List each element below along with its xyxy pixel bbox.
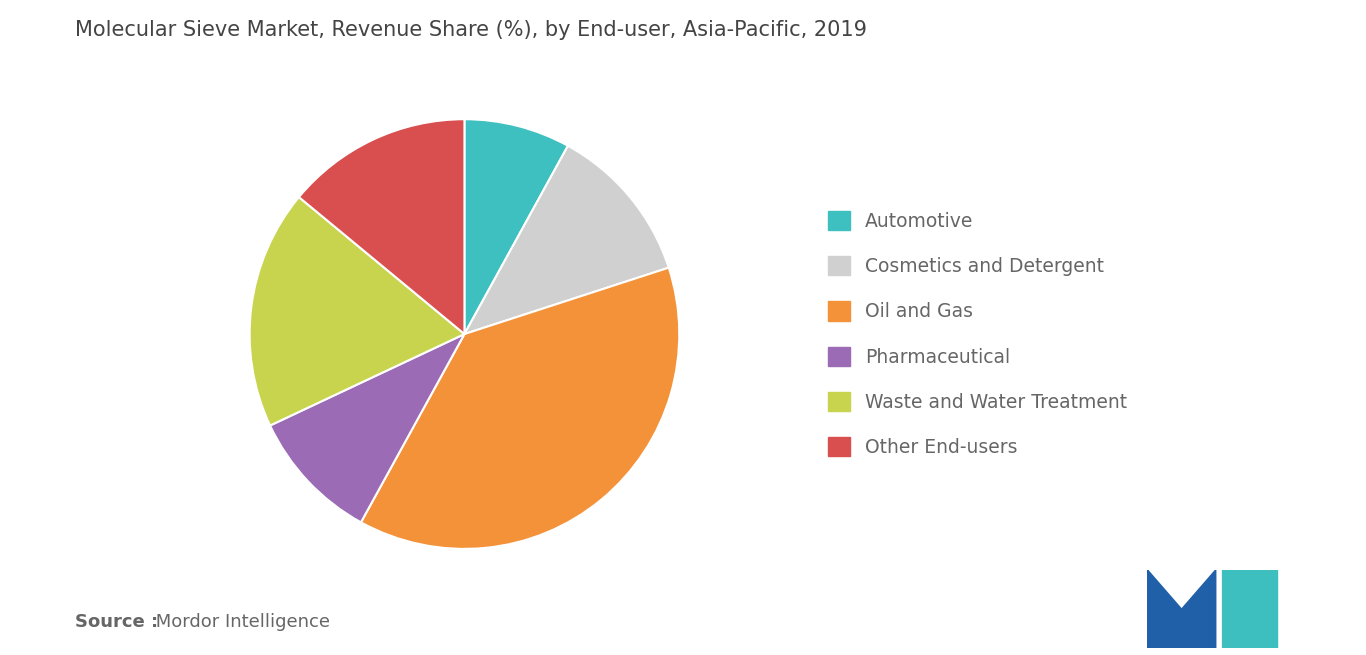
Polygon shape: [1223, 570, 1277, 648]
Text: Mordor Intelligence: Mordor Intelligence: [150, 613, 331, 631]
Text: Source :: Source :: [75, 613, 158, 631]
Wedge shape: [361, 268, 679, 549]
Text: Molecular Sieve Market, Revenue Share (%), by End-user, Asia-Pacific, 2019: Molecular Sieve Market, Revenue Share (%…: [75, 20, 867, 40]
Wedge shape: [299, 119, 464, 334]
Wedge shape: [464, 119, 568, 334]
Wedge shape: [270, 334, 464, 522]
Polygon shape: [1223, 570, 1277, 648]
Legend: Automotive, Cosmetics and Detergent, Oil and Gas, Pharmaceutical, Waste and Wate: Automotive, Cosmetics and Detergent, Oil…: [828, 211, 1127, 457]
Wedge shape: [250, 197, 464, 426]
Wedge shape: [464, 146, 669, 334]
Polygon shape: [1147, 570, 1216, 648]
